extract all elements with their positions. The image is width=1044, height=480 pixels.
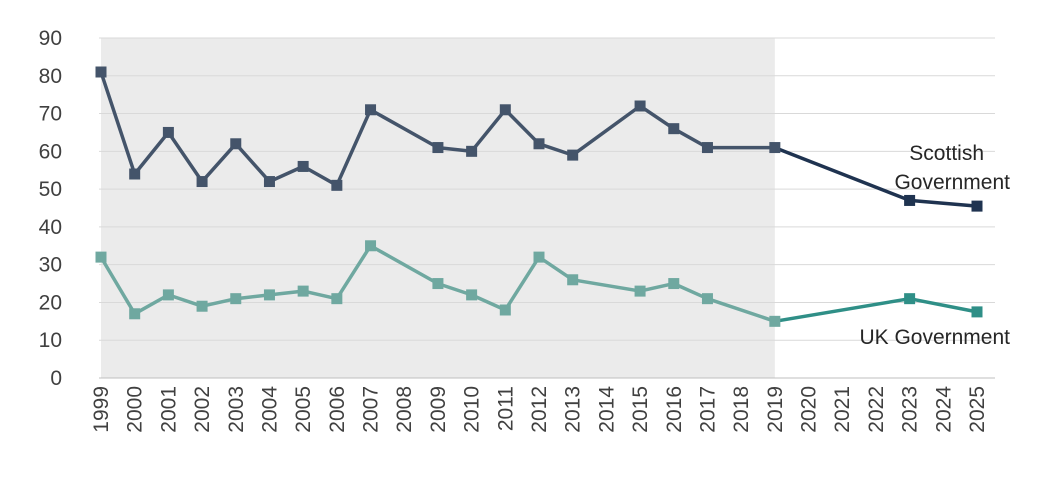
- x-tick-label: 2012: [528, 386, 551, 433]
- series-label: UK Government: [859, 326, 1010, 349]
- data-point: [263, 176, 275, 188]
- y-tick-label: 0: [50, 367, 62, 390]
- data-point: [297, 160, 309, 172]
- x-tick-label: 2023: [899, 386, 922, 433]
- x-tick-label: 2002: [191, 386, 214, 433]
- x-tick-label: 2020: [798, 386, 821, 433]
- data-point: [196, 176, 208, 188]
- y-tick-label: 40: [39, 216, 62, 239]
- shaded-period-layer: [101, 38, 775, 378]
- shaded-period: [101, 38, 775, 378]
- data-point: [162, 289, 174, 301]
- data-point: [432, 278, 444, 290]
- x-tick-label: 2005: [292, 386, 315, 433]
- series-line: [99, 244, 776, 323]
- data-point: [701, 293, 713, 305]
- data-point: [567, 274, 579, 286]
- series-labels: Scottish Government UK Government: [859, 142, 1010, 349]
- x-axis-tick-labels: 1999 2000 2001 2002 2003 2004 2005 2006 2007 2008…: [90, 386, 989, 433]
- x-tick-label: 2006: [326, 386, 349, 433]
- data-point: [230, 138, 242, 150]
- x-tick-label: 2013: [562, 386, 585, 433]
- y-tick-label: 60: [39, 140, 62, 163]
- x-tick-label: 2001: [157, 386, 180, 433]
- data-point: [263, 289, 275, 301]
- x-tick-label: 1999: [90, 386, 113, 433]
- x-tick-label: 2009: [427, 386, 450, 433]
- y-axis-tick-labels: 0 10 20 30 40 50 60 70 80 90: [39, 27, 62, 390]
- x-tick-label: 2021: [831, 386, 854, 433]
- series-label-line: Scottish: [909, 142, 984, 165]
- data-point: [701, 142, 713, 154]
- x-tick-label: 2000: [124, 386, 147, 433]
- x-tick-label: 2017: [696, 386, 719, 433]
- x-tick-label: 2008: [393, 386, 416, 433]
- data-point: [432, 142, 444, 154]
- data-point: [331, 293, 343, 305]
- data-point: [634, 100, 646, 112]
- data-point: [365, 240, 377, 252]
- data-point: [95, 66, 107, 78]
- data-point: [533, 251, 545, 263]
- x-tick-label: 2007: [360, 386, 383, 433]
- y-tick-label: 50: [39, 178, 62, 201]
- data-point: [668, 278, 680, 290]
- series-label-line: UK Government: [859, 326, 1010, 349]
- data-point: [499, 104, 511, 116]
- series-label: Scottish Government: [894, 142, 1010, 194]
- data-point: [668, 123, 680, 135]
- data-point: [567, 149, 579, 161]
- x-tick-label: 2010: [461, 386, 484, 433]
- y-tick-label: 70: [39, 103, 62, 126]
- x-tick-label: 2016: [663, 386, 686, 433]
- x-tick-label: 2014: [595, 386, 618, 433]
- data-point: [769, 315, 781, 327]
- data-point: [129, 308, 141, 320]
- series-lines: [95, 66, 983, 327]
- data-point: [904, 293, 916, 305]
- data-point: [196, 300, 208, 312]
- data-point: [466, 145, 478, 157]
- data-point: [162, 126, 174, 138]
- data-point: [634, 285, 646, 297]
- x-tick-label: 2019: [764, 386, 787, 433]
- x-tick-label: 2025: [966, 386, 989, 433]
- y-tick-label: 90: [39, 27, 62, 50]
- data-point: [129, 168, 141, 180]
- x-tick-label: 2022: [865, 386, 888, 433]
- x-tick-label: 2018: [730, 386, 753, 433]
- data-point: [365, 104, 377, 116]
- y-tick-label: 30: [39, 254, 62, 277]
- data-point: [230, 293, 242, 305]
- gridlines: [99, 37, 995, 379]
- x-tick-label: 2003: [225, 386, 248, 433]
- data-point: [297, 285, 309, 297]
- data-point: [769, 142, 781, 154]
- y-tick-label: 20: [39, 291, 62, 314]
- data-point: [95, 251, 107, 263]
- data-point: [533, 138, 545, 150]
- data-point: [904, 194, 916, 206]
- x-tick-label: 2004: [258, 386, 281, 433]
- data-point: [971, 306, 983, 318]
- x-tick-label: 2024: [932, 386, 955, 433]
- y-tick-label: 80: [39, 65, 62, 88]
- x-tick-label: 2011: [494, 386, 517, 431]
- series-1: [95, 240, 983, 327]
- data-point: [499, 304, 511, 316]
- series-label-line: Government: [894, 171, 1010, 194]
- data-point: [331, 179, 343, 191]
- series-line: [99, 71, 775, 188]
- data-point: [971, 200, 983, 212]
- data-point: [466, 289, 478, 301]
- x-tick-label: 2015: [629, 386, 652, 433]
- y-tick-label: 10: [39, 329, 62, 352]
- series-0: [95, 66, 983, 212]
